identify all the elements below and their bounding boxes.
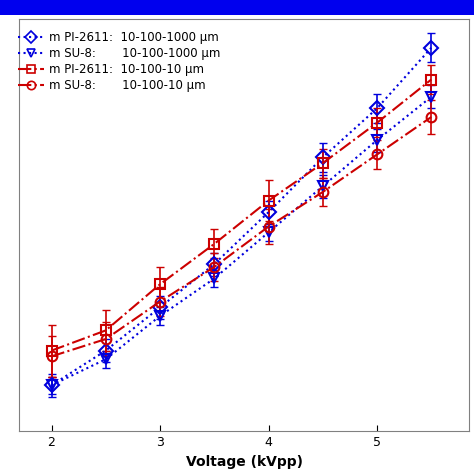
Legend: m PI-2611:  10-100-1000 μm, m SU-8:       10-100-1000 μm, m PI-2611:  10-100-10 : m PI-2611: 10-100-1000 μm, m SU-8: 10-10… bbox=[16, 29, 223, 94]
X-axis label: Voltage (kVpp): Voltage (kVpp) bbox=[186, 455, 302, 469]
